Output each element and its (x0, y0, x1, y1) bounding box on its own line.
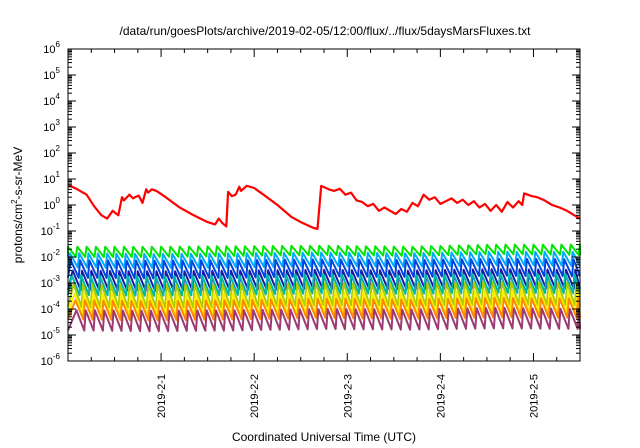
y-tick-base: 10 (41, 356, 53, 368)
series-line (67, 281, 581, 309)
series-line (67, 296, 581, 322)
y-tick-label: 10-3 (41, 274, 61, 290)
y-tick-label: 10-5 (41, 326, 61, 342)
y-tick-exponent: -6 (53, 352, 61, 361)
x-tick-label: 2019-2-5 (528, 374, 540, 418)
series-layer (67, 183, 581, 333)
y-tick-exponent: -4 (53, 300, 61, 309)
y-tick-label: 103 (43, 118, 60, 134)
y-tick-exponent: 3 (56, 118, 61, 127)
y-tick-base: 10 (41, 304, 53, 316)
y-tick-base: 10 (41, 252, 53, 264)
series-line (67, 243, 581, 258)
y-tick-base: 10 (43, 148, 55, 160)
x-axis-label: Coordinated Universal Time (UTC) (232, 430, 416, 444)
x-tick-label: 2019-2-2 (249, 374, 261, 418)
y-tick-label: 105 (43, 66, 60, 82)
series-line (67, 306, 581, 333)
y-tick-base: 10 (43, 174, 55, 186)
series-line (67, 257, 581, 280)
y-tick-base: 10 (41, 226, 53, 238)
y-axis-label-main: protons/cm (11, 204, 25, 263)
chart-title: /data/run/goesPlots/archive/2019-02-05/1… (120, 24, 532, 38)
y-tick-label: 10-6 (41, 352, 61, 368)
y-tick-exponent: -2 (53, 248, 61, 257)
y-tick-label: 10-4 (41, 300, 61, 316)
y-axis-label-superscript: 2 (10, 199, 19, 204)
y-axis-label: protons/cm2-s-sr-MeV (10, 147, 25, 263)
y-tick-label: 100 (43, 196, 60, 212)
y-tick-exponent: 0 (56, 196, 61, 205)
y-tick-exponent: -1 (53, 222, 61, 231)
y-tick-base: 10 (43, 44, 55, 56)
y-tick-exponent: 2 (56, 144, 61, 153)
x-tick-label: 2019-2-3 (342, 374, 354, 418)
y-tick-exponent: 5 (56, 66, 61, 75)
y-tick-base: 10 (43, 70, 55, 82)
series-line (67, 250, 581, 269)
y-tick-label: 102 (43, 144, 60, 160)
y-tick-base: 10 (43, 96, 55, 108)
series-line (67, 183, 581, 230)
y-tick-exponent: 4 (56, 92, 61, 101)
series-line (67, 272, 581, 297)
y-tick-base: 10 (41, 278, 53, 290)
series-line (67, 289, 581, 317)
y-tick-base: 10 (43, 200, 55, 212)
y-tick-exponent: -5 (53, 326, 61, 335)
y-tick-exponent: 6 (56, 40, 61, 49)
axes-layer: 10-610-510-410-310-210-11001011021031041… (41, 40, 581, 418)
y-tick-label: 10-2 (41, 248, 61, 264)
y-tick-label: 106 (43, 40, 60, 56)
y-tick-exponent: 1 (56, 170, 61, 179)
y-tick-exponent: -3 (53, 274, 61, 283)
x-tick-label: 2019-2-1 (156, 374, 168, 418)
y-tick-base: 10 (41, 330, 53, 342)
y-tick-label: 10-1 (41, 222, 61, 238)
y-tick-label: 101 (43, 170, 60, 186)
y-tick-base: 10 (43, 122, 55, 134)
x-tick-label: 2019-2-4 (435, 374, 447, 418)
y-tick-label: 104 (43, 92, 60, 108)
y-axis-label-units: -s-sr-MeV (11, 147, 25, 200)
